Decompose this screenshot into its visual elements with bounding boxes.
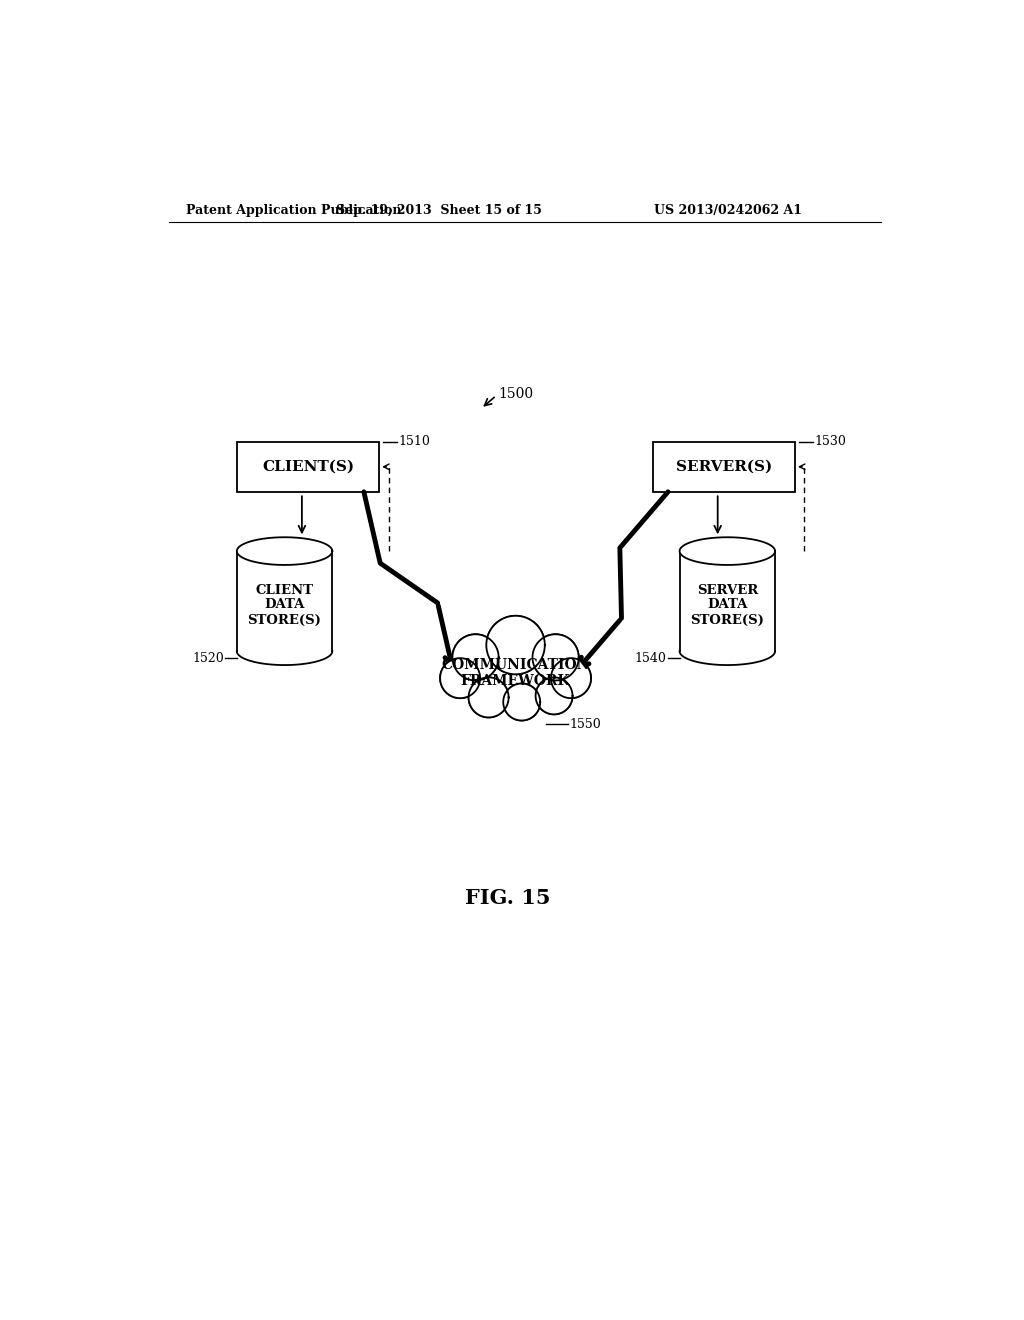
Text: 1500: 1500 (499, 387, 534, 401)
Circle shape (532, 635, 579, 680)
Circle shape (453, 635, 499, 681)
Circle shape (469, 677, 509, 718)
Text: US 2013/0242062 A1: US 2013/0242062 A1 (654, 205, 802, 218)
Circle shape (469, 677, 508, 717)
Circle shape (486, 615, 545, 675)
Text: Patent Application Publication: Patent Application Publication (186, 205, 401, 218)
Text: CLIENT
DATA
STORE(S): CLIENT DATA STORE(S) (248, 583, 322, 627)
Circle shape (440, 659, 479, 698)
Circle shape (486, 616, 544, 673)
Text: 1540: 1540 (635, 652, 667, 665)
Circle shape (532, 635, 579, 681)
Text: SERVER(S): SERVER(S) (676, 459, 772, 474)
Text: 1520: 1520 (191, 652, 223, 665)
Circle shape (504, 684, 540, 721)
Polygon shape (237, 552, 333, 651)
Circle shape (440, 659, 480, 698)
FancyBboxPatch shape (237, 442, 379, 492)
Text: Sep. 19, 2013  Sheet 15 of 15: Sep. 19, 2013 Sheet 15 of 15 (336, 205, 542, 218)
Text: 1550: 1550 (569, 718, 601, 731)
FancyBboxPatch shape (652, 442, 795, 492)
Polygon shape (680, 537, 775, 565)
Circle shape (551, 659, 591, 698)
Circle shape (453, 635, 498, 680)
Text: CLIENT(S): CLIENT(S) (262, 459, 354, 474)
Text: 1530: 1530 (814, 436, 846, 449)
Text: COMMUNICATION
FRAMEWORK: COMMUNICATION FRAMEWORK (441, 657, 590, 688)
Polygon shape (680, 552, 775, 651)
Polygon shape (237, 651, 333, 665)
Text: SERVER
DATA
STORE(S): SERVER DATA STORE(S) (690, 583, 764, 627)
Circle shape (503, 684, 541, 721)
Text: 1510: 1510 (398, 436, 430, 449)
Polygon shape (680, 651, 775, 665)
Polygon shape (237, 537, 333, 565)
Text: FIG. 15: FIG. 15 (465, 887, 551, 908)
Circle shape (536, 677, 572, 714)
Circle shape (536, 677, 572, 714)
Circle shape (551, 659, 591, 698)
